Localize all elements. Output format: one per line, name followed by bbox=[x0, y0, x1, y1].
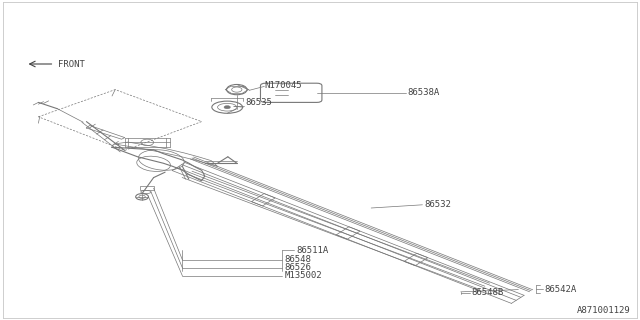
Text: 86542A: 86542A bbox=[544, 284, 576, 294]
Text: 86548: 86548 bbox=[285, 255, 312, 264]
Text: 86532: 86532 bbox=[424, 200, 451, 209]
Text: 86526: 86526 bbox=[285, 263, 312, 272]
Text: M135002: M135002 bbox=[285, 271, 323, 280]
Text: N170045: N170045 bbox=[264, 81, 302, 90]
Circle shape bbox=[224, 106, 230, 109]
Text: 86548B: 86548B bbox=[472, 288, 504, 297]
Text: A871001129: A871001129 bbox=[577, 306, 630, 315]
Text: 86535: 86535 bbox=[246, 98, 273, 107]
Text: 86538A: 86538A bbox=[408, 88, 440, 97]
Text: FRONT: FRONT bbox=[58, 60, 84, 68]
Text: 86511A: 86511A bbox=[296, 246, 328, 255]
